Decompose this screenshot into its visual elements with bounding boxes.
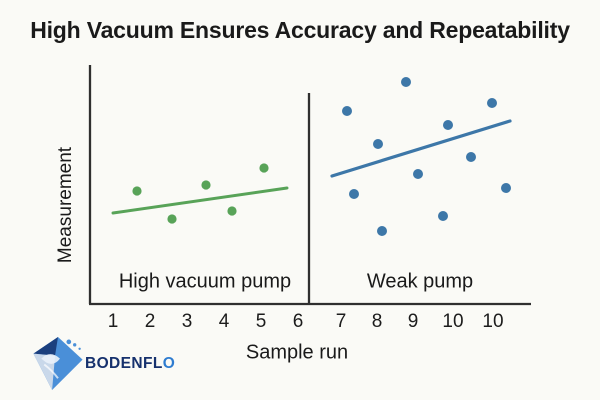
- x-tick-label: 4: [218, 311, 230, 332]
- panel-label-high-vacuum-pump: High vacuum pump: [118, 270, 292, 293]
- x-tick-label: 1: [107, 311, 119, 332]
- panel-label-weak-pump: Weak pump: [366, 270, 474, 293]
- x-tick-label: 6: [292, 311, 304, 332]
- data-point-high-vacuum: [259, 163, 269, 173]
- x-axis-label: Sample run: [245, 341, 349, 364]
- data-point-weak-pump: [487, 98, 497, 108]
- data-point-high-vacuum: [227, 206, 237, 216]
- x-tick-label: 10: [442, 311, 464, 332]
- trend-line-weak-pump: [330, 119, 512, 178]
- x-tick-label: 9: [407, 311, 419, 332]
- logo-text-main: BODENFL: [85, 354, 163, 372]
- trend-line-high-vacuum: [111, 186, 289, 215]
- y-axis-label: Measurement: [55, 146, 76, 264]
- chart-title: High Vacuum Ensures Accuracy and Repeata…: [30, 17, 570, 43]
- x-tick-label: 3: [181, 311, 193, 332]
- data-point-high-vacuum: [167, 214, 177, 224]
- data-point-weak-pump: [466, 152, 476, 162]
- data-point-weak-pump: [401, 77, 411, 87]
- x-tick-label: 10: [482, 311, 504, 332]
- data-point-high-vacuum: [132, 186, 142, 196]
- bodenflo-logo: BODENFLO: [28, 335, 175, 392]
- data-point-weak-pump: [438, 211, 448, 221]
- data-point-weak-pump: [373, 139, 383, 149]
- bodenflo-logo-icon: [33, 336, 83, 391]
- logo-text-accent: O: [162, 354, 176, 372]
- x-tick-label: 2: [144, 311, 156, 332]
- data-point-high-vacuum: [201, 180, 211, 190]
- data-point-weak-pump: [501, 183, 511, 193]
- bodenflo-logo-text: BODENFLO: [85, 355, 175, 373]
- data-point-weak-pump: [349, 189, 359, 199]
- data-point-weak-pump: [342, 106, 352, 116]
- x-tick-label: 7: [335, 311, 347, 332]
- data-point-weak-pump: [377, 226, 387, 236]
- data-point-weak-pump: [413, 169, 423, 179]
- data-point-weak-pump: [443, 120, 453, 130]
- x-tick-label: 8: [371, 311, 383, 332]
- x-tick-label: 5: [255, 311, 267, 332]
